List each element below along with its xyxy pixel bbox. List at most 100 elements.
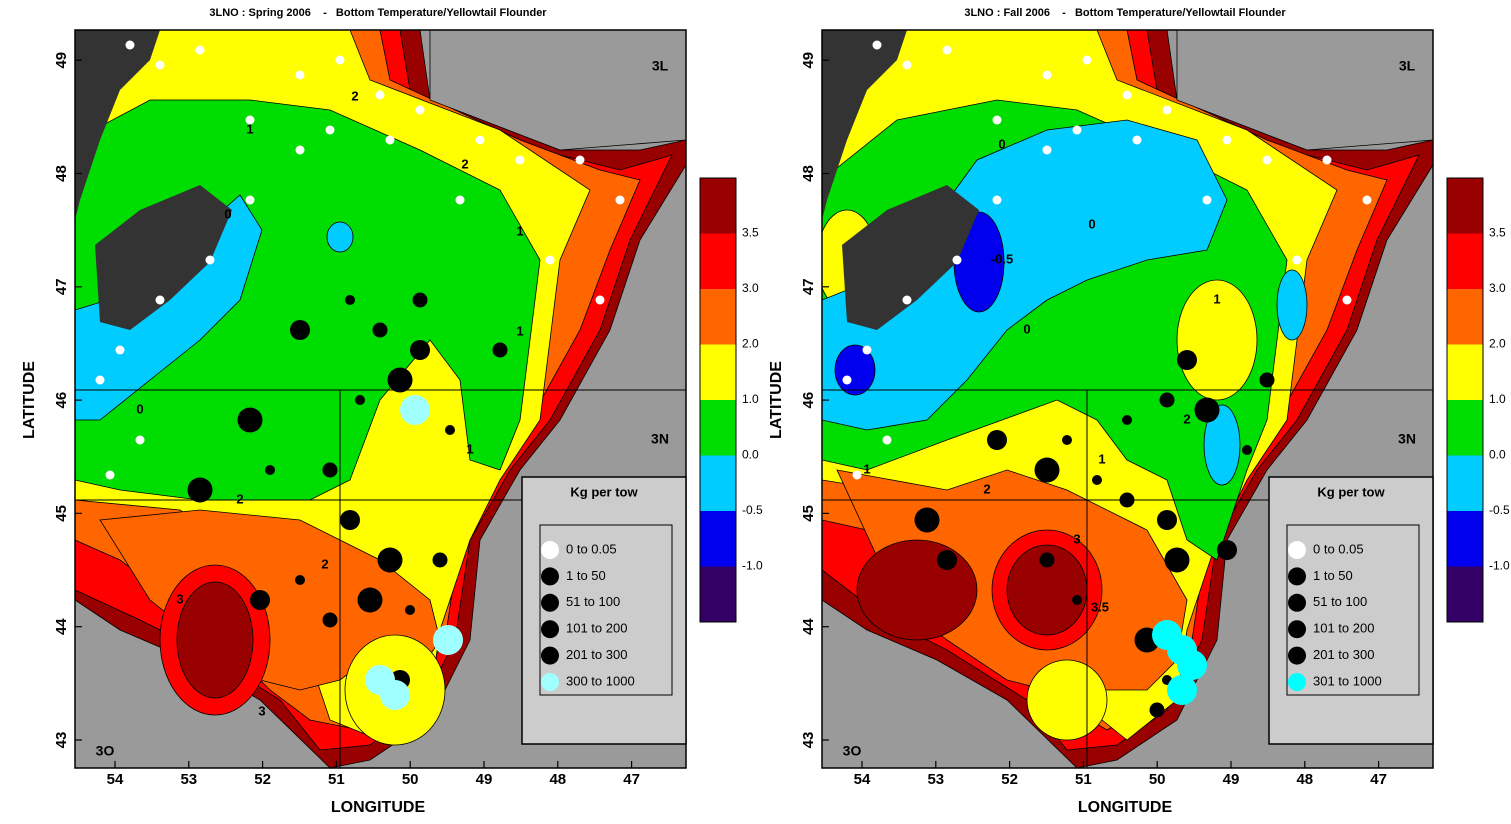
colorbar-label: -1.0	[1489, 559, 1510, 573]
colorbar-label: -0.5	[1489, 503, 1510, 517]
catch-dot	[852, 470, 862, 480]
catch-dot	[1362, 195, 1372, 205]
colorbar-label: -0.5	[742, 503, 763, 517]
contour-label: 1	[516, 323, 523, 338]
catch-dot	[405, 605, 415, 615]
y-tick-label: 48	[800, 165, 817, 182]
catch-dot	[1082, 55, 1092, 65]
contour-label: 2	[321, 556, 328, 571]
legend-swatch	[541, 646, 559, 665]
region-label: 3O	[843, 743, 862, 759]
catch-dot	[595, 295, 605, 305]
colorbar-band	[700, 344, 736, 400]
x-tick-label: 49	[1223, 771, 1240, 788]
x-tick-label: 47	[623, 771, 640, 788]
y-tick-label: 45	[800, 505, 817, 522]
legend-swatch	[1288, 620, 1306, 639]
legend-label: 300 to 1000	[566, 673, 635, 688]
colorbar-label: 3.5	[742, 226, 759, 240]
x-tick-label: 48	[549, 771, 566, 788]
contour-label: -0.5	[991, 251, 1013, 266]
temperature-zone	[1276, 269, 1308, 341]
colorbar-band	[1447, 455, 1483, 511]
contour-label: 3	[1073, 531, 1080, 546]
catch-dot	[1062, 435, 1072, 445]
catch-dot	[1202, 195, 1212, 205]
legend-swatch	[1288, 541, 1306, 559]
colorbar-label: 3.0	[742, 281, 759, 295]
catch-dot	[400, 395, 430, 425]
catch-dot	[95, 375, 105, 385]
contour-label: 2	[351, 88, 358, 103]
legend-inner	[1286, 524, 1420, 696]
catch-dot	[295, 145, 305, 155]
contour-label: 1	[1213, 291, 1220, 306]
map-panel: 2 2 1 1 0 0 1 2 3 3 1 2 3L 3N 3O 3LNO : Spring 2006 - B…	[21, 7, 763, 816]
catch-dot	[1242, 445, 1252, 455]
catch-dot	[250, 590, 270, 610]
contour-label: 0	[1023, 321, 1030, 336]
map-title: 3LNO : Spring 2006 - Bottom Temperature/…	[209, 7, 547, 19]
catch-dot	[1132, 135, 1142, 145]
map-frame	[74, 29, 687, 769]
catch-dot	[115, 345, 125, 355]
y-tick-label: 47	[53, 278, 70, 295]
catch-dot	[322, 612, 338, 628]
region-label: 3N	[1398, 431, 1416, 447]
catch-dot	[475, 135, 485, 145]
y-tick-label: 43	[800, 732, 817, 749]
catch-dot	[1262, 155, 1272, 165]
catch-dot	[615, 195, 625, 205]
legend-swatch	[541, 620, 559, 639]
legend-label: 101 to 200	[1313, 621, 1374, 636]
colorbar-label: 0.0	[1489, 448, 1506, 462]
legend-swatch	[1288, 567, 1306, 586]
colorbar-band	[700, 178, 736, 234]
contour-label: 2	[461, 156, 468, 171]
legend-label: 0 to 0.05	[1313, 541, 1364, 556]
catch-dot	[1092, 475, 1102, 485]
contour-label: 0	[998, 136, 1005, 151]
colorbar-band	[1447, 566, 1483, 622]
map-title: 3LNO : Fall 2006 - Bottom Temperature/Ye…	[964, 7, 1286, 19]
contour-label: 1	[466, 441, 473, 456]
contour-label: 1	[863, 461, 870, 476]
catch-dot	[992, 115, 1002, 125]
catch-dot	[862, 345, 872, 355]
catch-dot	[357, 587, 383, 613]
catch-dot	[882, 435, 892, 445]
y-tick-label: 49	[800, 52, 817, 69]
temperature-zone	[856, 539, 978, 641]
contour-label: 0	[1088, 216, 1095, 231]
contour-label: 1	[1098, 451, 1105, 466]
colorbar-band	[700, 511, 736, 567]
catch-dot	[987, 430, 1007, 450]
x-tick-label: 51	[1075, 771, 1092, 788]
temperature-zone	[176, 581, 254, 699]
x-tick-label: 52	[1001, 771, 1018, 788]
catch-dot	[1149, 702, 1165, 718]
colorbar-band	[700, 289, 736, 345]
temperature-zone	[1026, 659, 1108, 741]
catch-dot	[135, 435, 145, 445]
catch-dot	[1259, 372, 1275, 388]
x-tick-label: 50	[1149, 771, 1166, 788]
contour-label: 3	[1043, 551, 1050, 566]
catch-dot	[155, 60, 165, 70]
catch-dot	[245, 195, 255, 205]
legend-swatch	[1288, 646, 1306, 665]
y-tick-label: 46	[800, 392, 817, 409]
y-tick-label: 43	[53, 732, 70, 749]
legend-label: 201 to 300	[566, 647, 627, 662]
colorbar-label: 3.5	[1489, 226, 1506, 240]
map-frame	[821, 29, 1434, 769]
legend-swatch	[541, 593, 559, 612]
catch-dot	[1072, 595, 1082, 605]
contour-layer	[75, 30, 686, 768]
catch-dot	[1162, 105, 1172, 115]
catch-dot	[445, 425, 455, 435]
catch-dot	[1159, 392, 1175, 408]
y-tick-label: 44	[800, 618, 817, 635]
catch-dot	[1217, 540, 1237, 560]
catch-dot	[872, 40, 882, 50]
